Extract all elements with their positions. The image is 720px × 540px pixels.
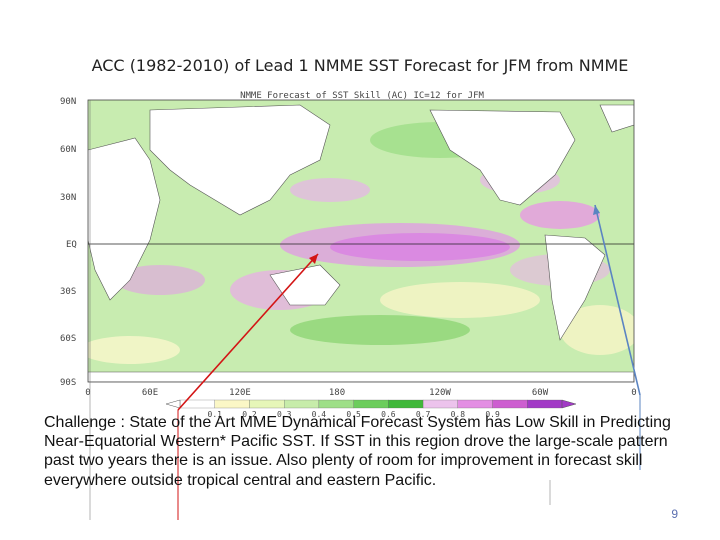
colorbar-tick-label: 0.4 [312, 410, 327, 419]
lon-label: 60W [532, 388, 549, 398]
colorbar-swatch [249, 399, 285, 409]
slide-title: ACC (1982-2010) of Lead 1 NMME SST Forec… [91, 56, 629, 75]
map-border [87, 99, 635, 383]
colorbar-tick-label: 0.7 [416, 410, 431, 419]
greenland [599, 104, 634, 133]
lon-label: 120W [429, 388, 451, 398]
colorbar-swatch [422, 399, 458, 409]
colorbar-swatch [214, 399, 250, 409]
colorbar: 0.1 0.2 0.3 0.4 0.5 0.6 0.7 0.8 0.9 [165, 399, 577, 419]
lat-axis: 90N 60N 30N EQ 30S 60S 90S [60, 97, 77, 388]
africa-europe [88, 137, 161, 301]
blue-arrowhead [593, 205, 600, 215]
continents [88, 104, 634, 382]
lon-label: 60E [142, 388, 158, 398]
colorbar-arrow-left [165, 399, 181, 409]
colorbar-tick-label: 0.9 [485, 410, 500, 419]
map-field [88, 100, 634, 382]
south-america [544, 234, 606, 341]
lat-label: 30N [60, 193, 76, 203]
colorbar-tick-label: 0.3 [277, 410, 292, 419]
colorbar-arrow-right [561, 399, 577, 409]
colorbar-swatch [492, 399, 528, 409]
australia [269, 264, 341, 306]
lon-axis: 0 60E 120E 180 120W 60W 0 [85, 388, 636, 398]
lat-label: EQ [66, 240, 77, 250]
colorbar-swatch [388, 399, 424, 409]
lat-label: 90N [60, 97, 76, 107]
north-america [429, 109, 576, 206]
lon-label: 120E [229, 388, 251, 398]
colorbar-swatch [353, 399, 389, 409]
lon-label: 0 [631, 388, 636, 398]
colorbar-swatch [284, 399, 320, 409]
challenge-text: Challenge : State of the Art MME Dynamic… [44, 414, 671, 489]
map-inner-title: NMME Forecast of SST Skill (AC) IC=12 fo… [240, 91, 484, 101]
colorbar-tick-label: 0.2 [242, 410, 257, 419]
colorbar-swatch [318, 399, 354, 409]
asia [149, 104, 331, 216]
blue-arrow [594, 204, 641, 396]
lat-label: 90S [60, 378, 76, 388]
red-arrowhead [309, 254, 318, 264]
colorbar-tick-label: 0.5 [346, 410, 361, 419]
colorbar-tick-label: 0.6 [381, 410, 396, 419]
lat-label: 60N [60, 145, 76, 155]
lat-label: 30S [60, 287, 76, 297]
colorbar-swatch [527, 399, 563, 409]
colorbar-tick-label: 0.8 [451, 410, 466, 419]
page-number: 9 [671, 507, 678, 521]
red-arrow [177, 253, 319, 411]
colorbar-swatch [457, 399, 493, 409]
annotation-arrows [89, 100, 641, 520]
antarctica [88, 371, 634, 382]
colorbar-tick-label: 0.1 [208, 410, 223, 419]
lon-label: 0 [85, 388, 90, 398]
lat-label: 60S [60, 334, 76, 344]
lon-label: 180 [329, 388, 345, 398]
